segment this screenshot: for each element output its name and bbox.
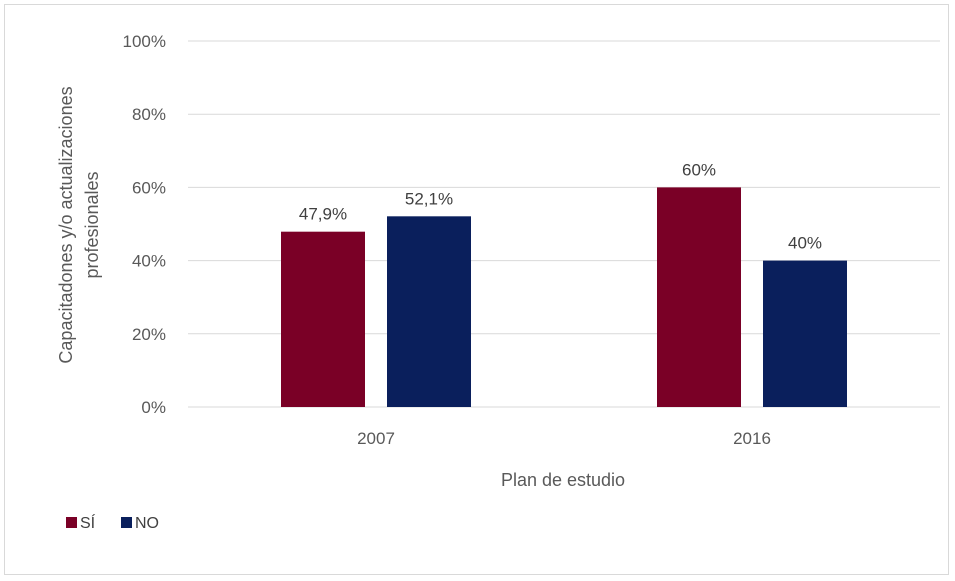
y-tick-label: 60% xyxy=(132,178,166,197)
legend-label-si: SÍ xyxy=(80,513,96,532)
bars xyxy=(281,187,847,407)
x-axis-ticks: 2007 2016 xyxy=(357,429,771,448)
data-label-2016-no: 40% xyxy=(788,234,822,253)
y-axis-title-line-1: Capacitadones y/o actualizaciones xyxy=(56,86,76,363)
data-label-2007-no: 52,1% xyxy=(405,189,453,208)
legend-label-no: NO xyxy=(135,515,159,532)
data-label-2016-si: 60% xyxy=(682,160,716,179)
y-axis-title-line-2: profesionales xyxy=(82,171,102,278)
x-tick-label: 2016 xyxy=(733,429,771,448)
bar-2016-no xyxy=(763,260,847,407)
legend-swatch-si xyxy=(66,517,77,528)
bar-2007-no xyxy=(387,216,471,407)
legend-swatch-no xyxy=(121,517,132,528)
y-tick-label: 40% xyxy=(132,252,166,271)
x-axis-title: Plan de estudio xyxy=(501,470,625,490)
y-tick-label: 100% xyxy=(123,32,166,51)
y-tick-label: 80% xyxy=(132,105,166,124)
data-labels: 47,9% 52,1% 60% 40% xyxy=(299,160,822,252)
legend: SÍ NO xyxy=(66,513,159,532)
bar-2016-si xyxy=(657,187,741,407)
x-tick-label: 2007 xyxy=(357,429,395,448)
y-axis-title: Capacitadones y/o actualizaciones profes… xyxy=(56,86,102,363)
y-tick-label: 0% xyxy=(141,398,166,417)
y-tick-label: 20% xyxy=(132,325,166,344)
y-axis-ticks: 0% 20% 40% 60% 80% 100% xyxy=(123,32,166,417)
data-label-2007-si: 47,9% xyxy=(299,205,347,224)
bar-2007-si xyxy=(281,231,365,407)
